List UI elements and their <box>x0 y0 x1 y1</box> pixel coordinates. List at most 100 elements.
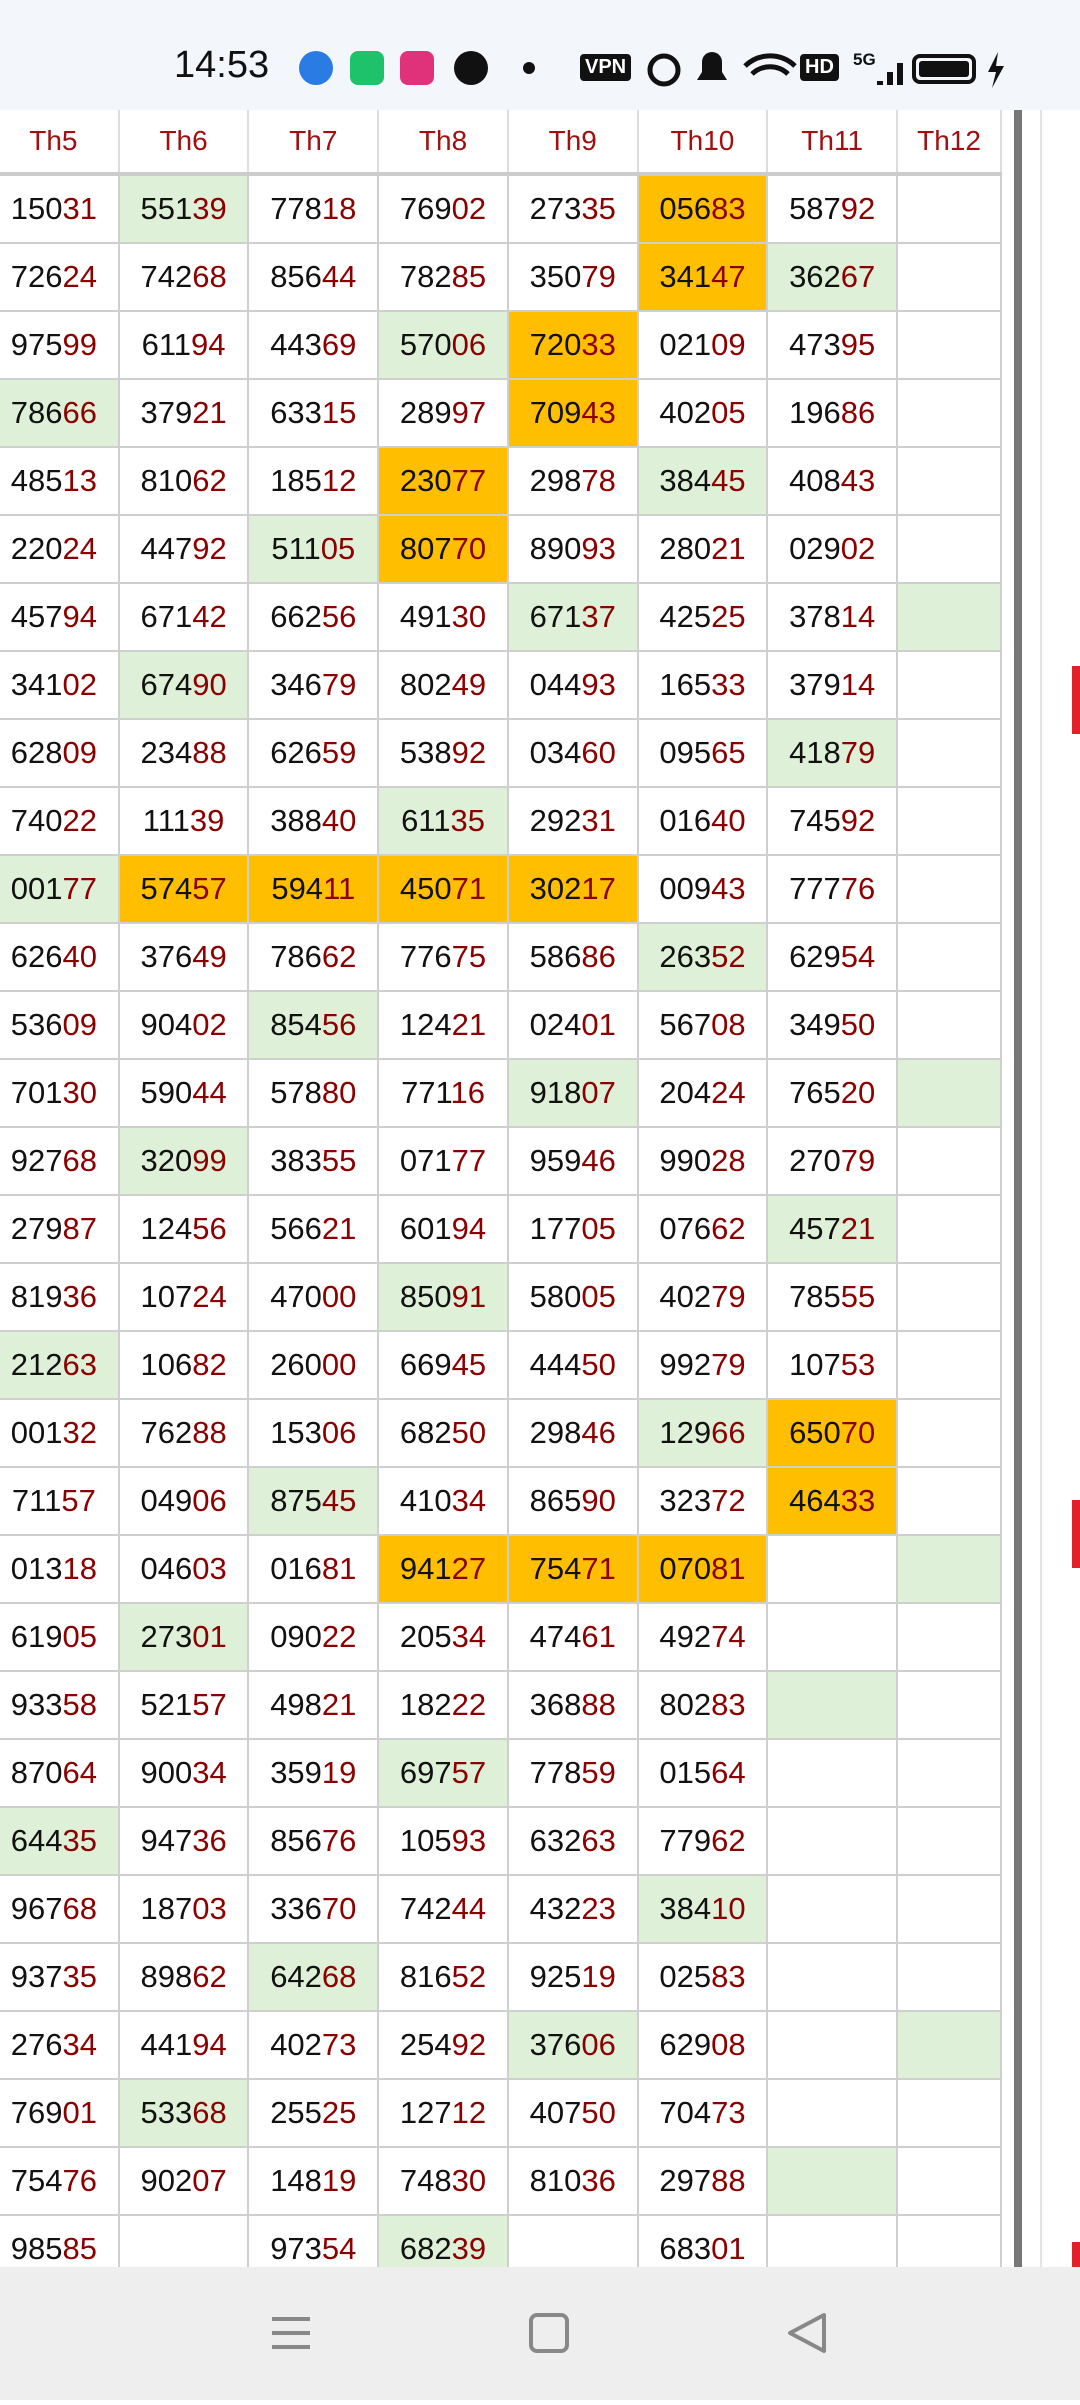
column-header: Th5 <box>0 110 120 176</box>
table-cell: 01640 <box>636 786 769 856</box>
table-row: 70130 59044 57880 77116 91807 20424 76520 <box>0 1058 1002 1128</box>
table-cell: 98585 <box>0 2214 120 2267</box>
table-cell: 64268 <box>247 1942 380 2012</box>
table-row: 98585 97354 68239 68301 <box>0 2214 1002 2267</box>
table-cell: 45071 <box>377 854 509 924</box>
table-cell: 47395 <box>766 310 899 380</box>
table-cell: 10724 <box>117 1262 250 1332</box>
table-cell: 63315 <box>247 378 380 448</box>
table-cell: 78555 <box>766 1262 899 1332</box>
table-cell <box>896 1194 1002 1264</box>
table-cell: 29878 <box>506 446 639 516</box>
table-cell: 77116 <box>377 1058 509 1128</box>
table-row: 72624 74268 85644 78285 35079 34147 36267 <box>0 242 1002 312</box>
table-cell <box>896 582 1002 652</box>
signal-icon <box>897 63 903 85</box>
table-cell: 80770 <box>377 514 509 584</box>
table-cell: 53892 <box>377 718 509 788</box>
status-bar: 14:53 VPN HD 5G <box>0 0 1080 110</box>
table-cell <box>766 1738 899 1808</box>
table-cell: 01681 <box>247 1534 380 1604</box>
table-cell <box>896 2146 1002 2216</box>
table-cell: 53368 <box>117 2078 250 2148</box>
table-cell: 34679 <box>247 650 380 720</box>
table-cell: 78285 <box>377 242 509 312</box>
table-cell: 80283 <box>636 1670 769 1740</box>
table-cell: 85091 <box>377 1262 509 1332</box>
back-button[interactable] <box>788 2313 826 2353</box>
nav-icons <box>272 2313 826 2353</box>
table-cell: 90207 <box>117 2146 250 2216</box>
table-cell: 77859 <box>506 1738 639 1808</box>
table-cell <box>766 2078 899 2148</box>
table-row: 62640 37649 78662 77675 58686 26352 62954 <box>0 922 1002 992</box>
table-cell: 49130 <box>377 582 509 652</box>
table-cell: 26000 <box>247 1330 380 1400</box>
table-cell: 10753 <box>766 1330 899 1400</box>
table-cell: 61135 <box>377 786 509 856</box>
table-cell: 60194 <box>377 1194 509 1264</box>
alarm-icon <box>647 53 681 87</box>
table-cell: 27335 <box>506 173 639 244</box>
table-cell: 92768 <box>0 1126 120 1196</box>
table-cell <box>896 786 1002 856</box>
table-cell <box>896 990 1002 1060</box>
table-cell: 78666 <box>0 378 120 448</box>
home-button[interactable] <box>529 2313 569 2353</box>
table-cell: 37814 <box>766 582 899 652</box>
table-cell: 74830 <box>377 2146 509 2216</box>
table-cell: 76520 <box>766 1058 899 1128</box>
table-cell <box>766 1942 899 2012</box>
table-cell: 85456 <box>247 990 380 1060</box>
table-cell: 38840 <box>247 786 380 856</box>
badge: 5G <box>853 50 876 69</box>
table-row: 97599 61194 44369 57006 72033 02109 47395 <box>0 310 1002 380</box>
table-cell: 77675 <box>377 922 509 992</box>
table-cell: 59044 <box>117 1058 250 1128</box>
table-cell <box>896 1466 1002 1536</box>
table-row: 45794 67142 66256 49130 67137 42525 37814 <box>0 582 1002 652</box>
table-row: 92768 32099 38355 07177 95946 99028 27079 <box>0 1126 1002 1196</box>
column-header: Th6 <box>118 110 250 176</box>
table-cell: 02583 <box>636 1942 769 2012</box>
table-cell: 53609 <box>0 990 120 1060</box>
table-cell: 99028 <box>636 1126 769 1196</box>
table-cell <box>896 310 1002 380</box>
table-row: 78666 37921 63315 28997 70943 40205 19686 <box>0 378 1002 448</box>
table-cell: 81062 <box>117 446 250 516</box>
table-cell: 34147 <box>636 242 769 312</box>
table-cell: 27634 <box>0 2010 120 2080</box>
table-row: 53609 90402 85456 12421 02401 56708 34950 <box>0 990 1002 1060</box>
table-cell: 47461 <box>506 1602 639 1672</box>
app-icon <box>299 51 333 85</box>
table-cell: 66256 <box>247 582 380 652</box>
table-cell: 22024 <box>0 514 120 584</box>
table-cell: 68239 <box>377 2214 509 2267</box>
table-cell: 38355 <box>247 1126 380 1196</box>
table-cell: 55139 <box>117 173 250 244</box>
table-row: 75476 90207 14819 74830 81036 29788 <box>0 2146 1002 2216</box>
table-cell: 63263 <box>506 1806 639 1876</box>
menu-button[interactable] <box>272 2317 310 2349</box>
table-cell: 27987 <box>0 1194 120 1264</box>
table-cell: 02109 <box>636 310 769 380</box>
table-cell: 01564 <box>636 1738 769 1808</box>
table-cell: 40843 <box>766 446 899 516</box>
table-cell <box>766 1806 899 1876</box>
scroll-rail <box>1014 110 1022 2267</box>
table-cell: 52157 <box>117 1670 250 1740</box>
table-cell: 46433 <box>766 1466 899 1536</box>
table-cell: 92519 <box>506 1942 639 2012</box>
table-cell: 38445 <box>636 446 769 516</box>
table-cell <box>896 1738 1002 1808</box>
table-cell: 89862 <box>117 1942 250 2012</box>
table-cell: 67490 <box>117 650 250 720</box>
table-cell <box>896 1398 1002 1468</box>
table-cell: 68250 <box>377 1398 509 1468</box>
table-cell <box>766 2146 899 2216</box>
table-cell: 81936 <box>0 1262 120 1332</box>
table-cell <box>896 1534 1002 1604</box>
table-cell: 89093 <box>506 514 639 584</box>
table-cell <box>896 2078 1002 2148</box>
table-cell: 97354 <box>247 2214 380 2267</box>
